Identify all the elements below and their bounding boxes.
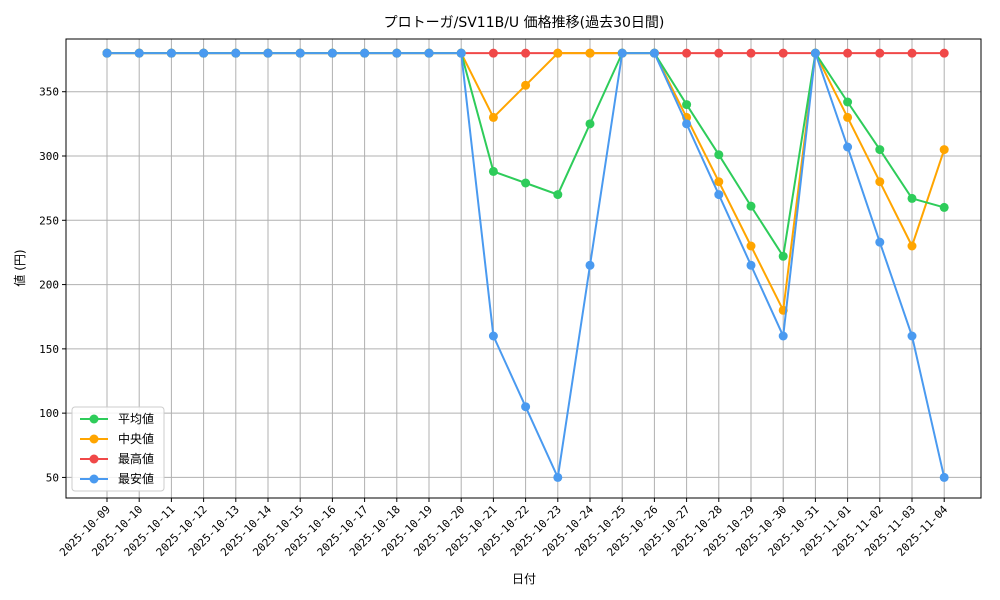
legend-swatch-marker bbox=[89, 414, 99, 424]
data-point bbox=[682, 100, 692, 110]
data-point bbox=[617, 48, 627, 58]
data-point bbox=[166, 48, 176, 58]
data-point bbox=[392, 48, 402, 58]
data-point bbox=[843, 48, 853, 58]
x-axis: 2025-10-092025-10-102025-10-112025-10-12… bbox=[57, 498, 951, 559]
grid bbox=[66, 39, 981, 498]
data-point bbox=[134, 48, 144, 58]
data-point bbox=[907, 331, 917, 341]
legend-label: 平均値 bbox=[118, 411, 154, 426]
data-point bbox=[939, 48, 949, 58]
data-point bbox=[875, 145, 885, 155]
y-tick-label: 300 bbox=[39, 150, 59, 163]
data-point bbox=[263, 48, 273, 58]
data-point bbox=[939, 145, 949, 155]
data-point bbox=[907, 48, 917, 58]
data-point bbox=[488, 331, 498, 341]
data-point bbox=[778, 251, 788, 261]
data-point bbox=[585, 260, 595, 270]
data-point bbox=[488, 112, 498, 122]
data-point bbox=[746, 201, 756, 211]
data-point bbox=[939, 202, 949, 212]
data-point bbox=[714, 177, 724, 187]
data-point bbox=[810, 48, 820, 58]
legend-box bbox=[71, 406, 165, 492]
legend-swatch-marker bbox=[89, 434, 99, 444]
data-point bbox=[778, 48, 788, 58]
data-point bbox=[199, 48, 209, 58]
data-point bbox=[746, 260, 756, 270]
data-point bbox=[424, 48, 434, 58]
data-point bbox=[746, 48, 756, 58]
data-point bbox=[456, 48, 466, 58]
y-tick-label: 100 bbox=[39, 407, 59, 420]
legend-label: 最安値 bbox=[118, 471, 154, 486]
y-tick-label: 250 bbox=[39, 214, 59, 227]
data-point bbox=[714, 190, 724, 200]
data-point bbox=[360, 48, 370, 58]
data-point bbox=[521, 402, 531, 412]
data-point bbox=[553, 190, 563, 200]
data-point bbox=[295, 48, 305, 58]
data-point bbox=[649, 48, 659, 58]
data-point bbox=[714, 150, 724, 160]
y-axis-label: 値 (円) bbox=[12, 249, 27, 286]
data-point bbox=[746, 241, 756, 251]
data-point bbox=[907, 193, 917, 203]
data-point bbox=[521, 48, 531, 58]
data-point bbox=[778, 331, 788, 341]
data-point bbox=[907, 241, 917, 251]
y-tick-label: 200 bbox=[39, 279, 59, 292]
data-point bbox=[553, 48, 563, 58]
data-point bbox=[231, 48, 241, 58]
data-point bbox=[488, 166, 498, 176]
legend-label: 最高値 bbox=[118, 451, 154, 466]
data-point bbox=[682, 119, 692, 129]
y-tick-label: 350 bbox=[39, 86, 59, 99]
x-axis-label: 日付 bbox=[512, 572, 536, 586]
data-point bbox=[553, 472, 563, 482]
series-3 bbox=[102, 48, 949, 482]
data-point bbox=[102, 48, 112, 58]
legend-swatch-marker bbox=[89, 454, 99, 464]
legend-swatch-marker bbox=[89, 474, 99, 484]
chart-title: プロトーガ/SV11B/U 価格推移(過去30日間) bbox=[384, 15, 665, 31]
legend-label: 中央値 bbox=[118, 431, 154, 446]
data-point bbox=[488, 48, 498, 58]
data-point bbox=[521, 178, 531, 188]
data-point bbox=[939, 472, 949, 482]
y-tick-label: 50 bbox=[46, 471, 59, 484]
y-tick-label: 150 bbox=[39, 343, 59, 356]
data-point bbox=[843, 97, 853, 107]
series-layer bbox=[102, 48, 949, 482]
data-point bbox=[875, 48, 885, 58]
y-axis: 50 100 150 200 250 300 350 bbox=[39, 86, 66, 484]
data-point bbox=[875, 237, 885, 247]
data-point bbox=[714, 48, 724, 58]
data-point bbox=[585, 119, 595, 129]
data-point bbox=[682, 48, 692, 58]
data-point bbox=[585, 48, 595, 58]
data-point bbox=[843, 112, 853, 122]
data-point bbox=[843, 142, 853, 152]
plot-frame bbox=[65, 38, 982, 499]
data-point bbox=[875, 177, 885, 187]
data-point bbox=[327, 48, 337, 58]
data-point bbox=[521, 80, 531, 90]
